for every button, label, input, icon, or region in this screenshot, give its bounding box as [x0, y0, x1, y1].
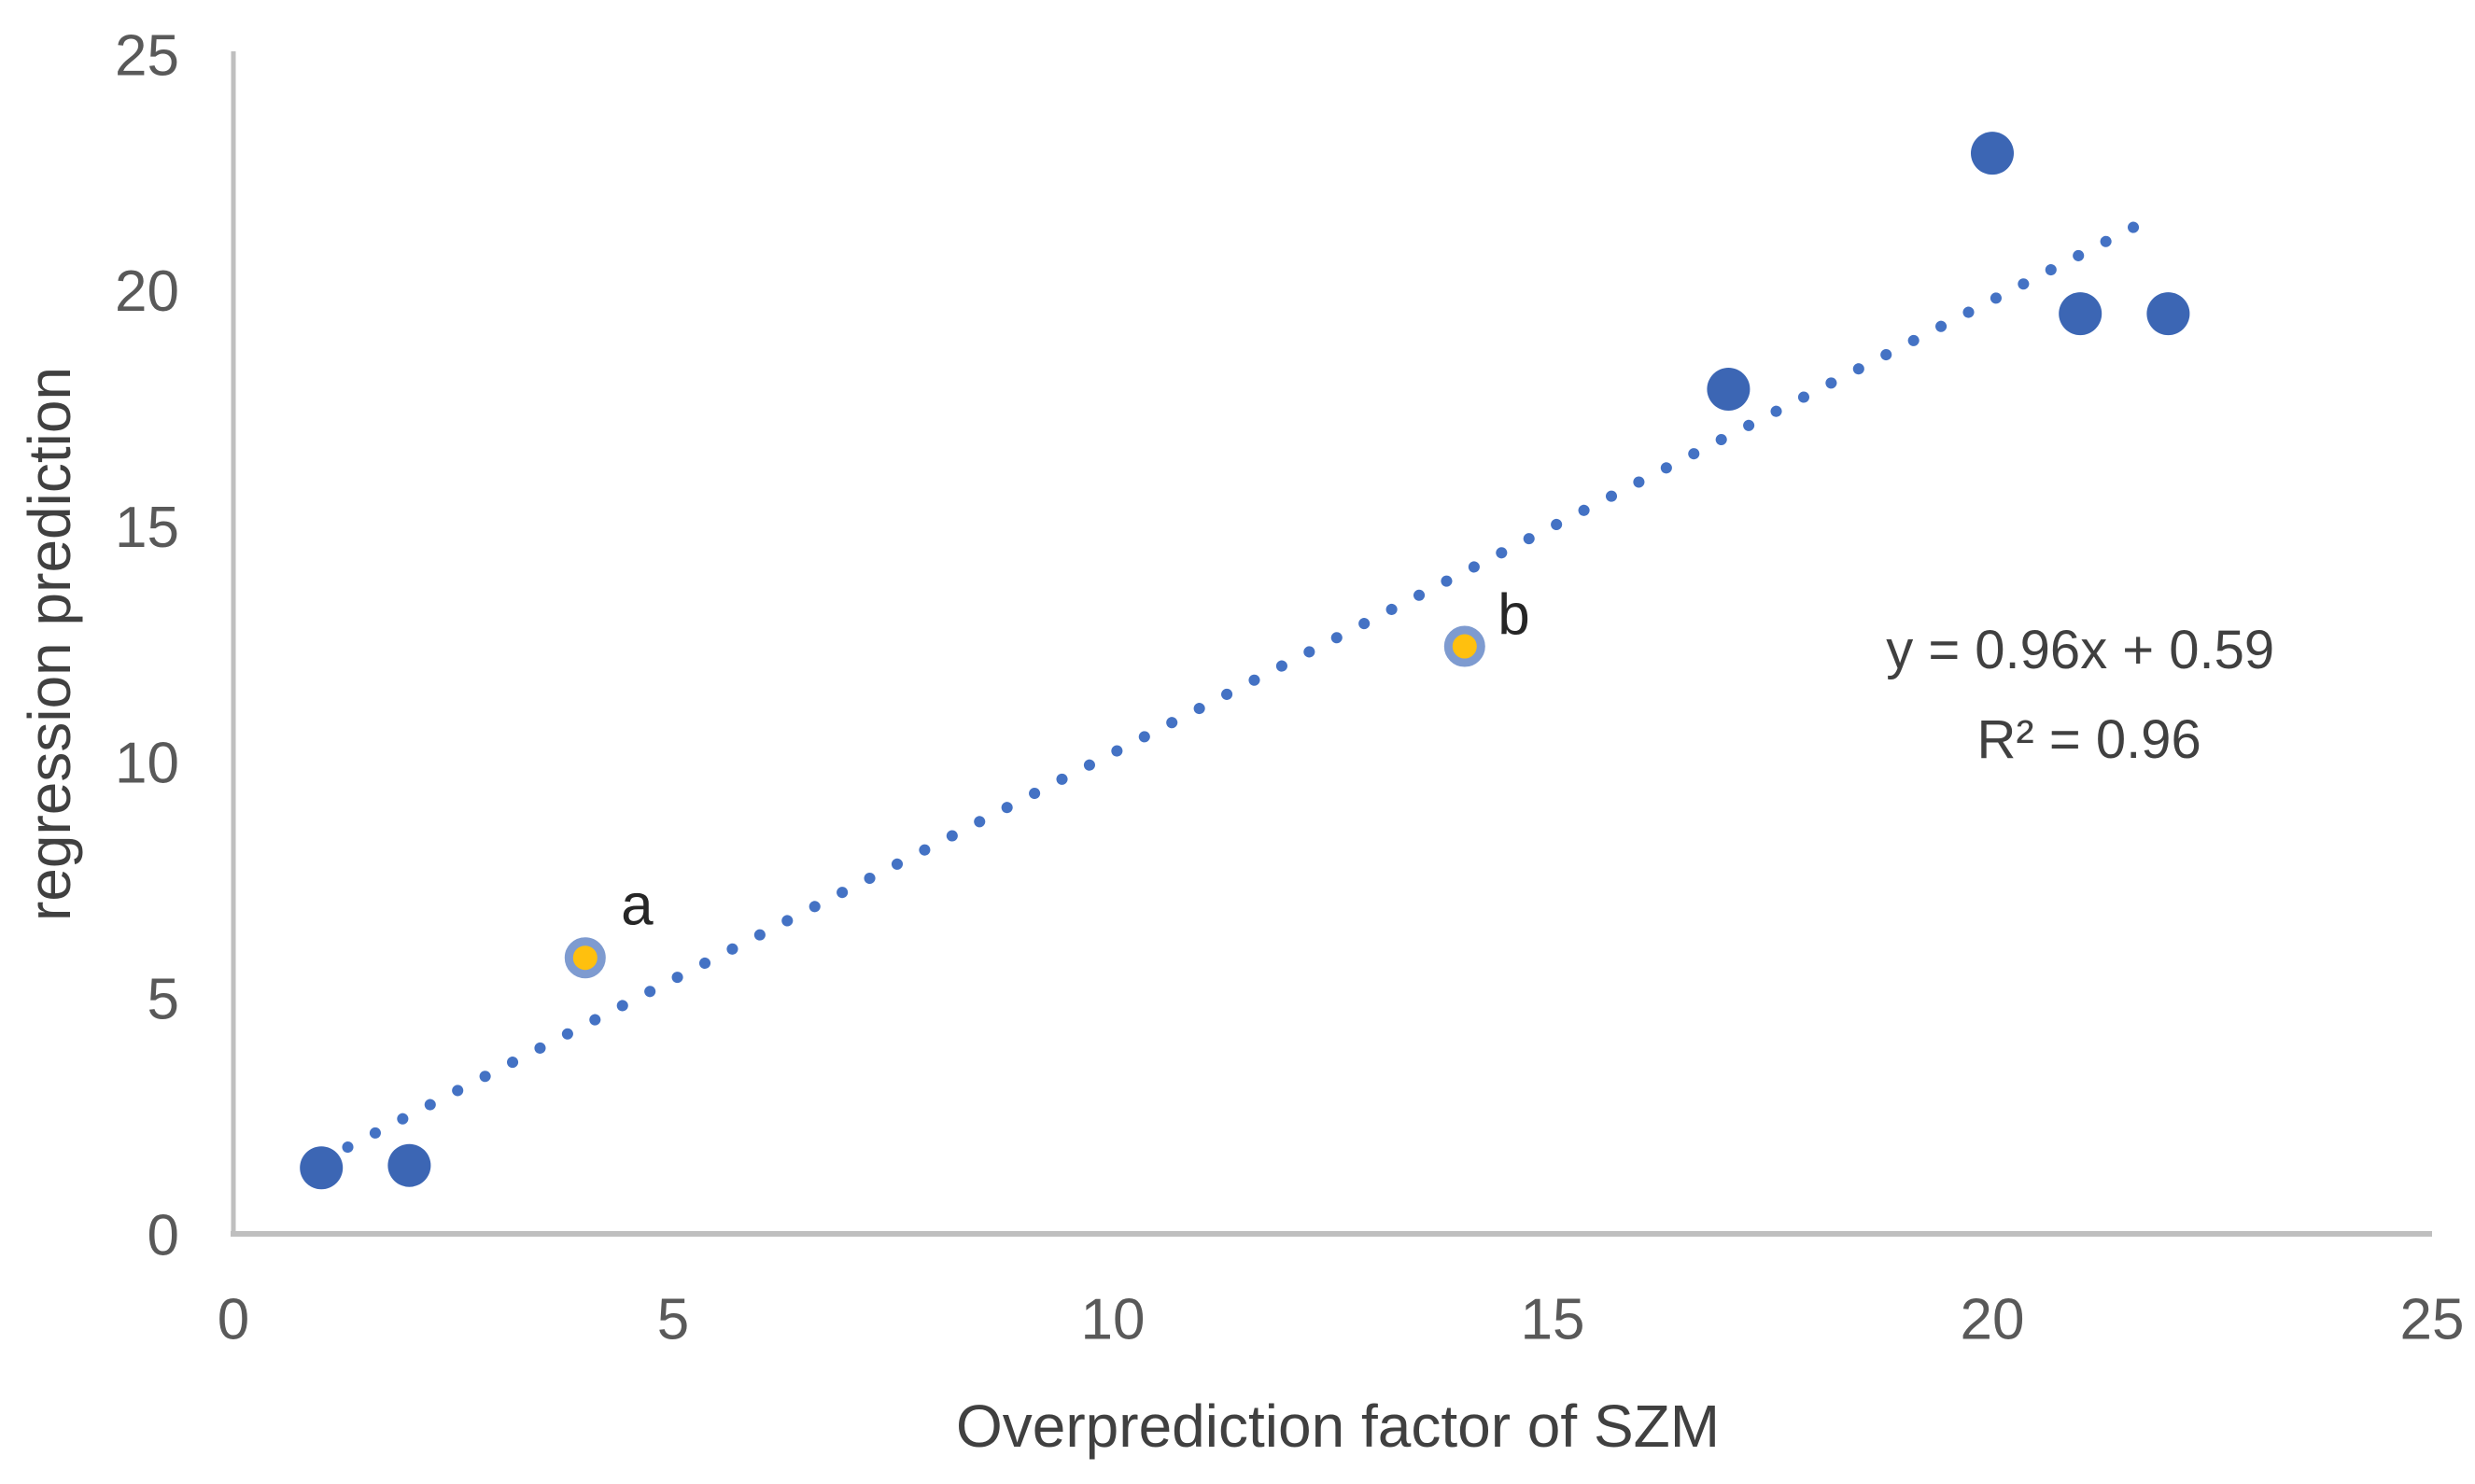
axes-layer: 0 5 10 15 20 25 0 5 10 15 20 25 — [115, 23, 2464, 1351]
y-tick-label: 15 — [115, 496, 179, 560]
x-tick-label: 20 — [1961, 1287, 2025, 1351]
y-tick-label: 10 — [115, 732, 179, 796]
data-point — [2146, 292, 2190, 336]
trendline-equation: R² = 0.96 — [1977, 709, 2201, 770]
trendline-equation: y = 0.96x + 0.59 — [1886, 620, 2274, 680]
data-point — [387, 1143, 431, 1187]
y-tick-label: 5 — [148, 968, 179, 1032]
x-axis-title: Overprediction factor of SZM — [956, 1393, 1720, 1460]
data-point — [1707, 367, 1751, 411]
y-tick-label: 25 — [115, 23, 179, 88]
data-point — [2059, 292, 2102, 336]
points-layer — [300, 132, 2190, 1190]
data-point — [1443, 625, 1485, 667]
annotations-layer: a b y = 0.96x + 0.59 R² = 0.96 — [621, 582, 2274, 937]
x-tick-label: 5 — [657, 1287, 689, 1351]
data-point — [1971, 132, 2014, 175]
x-tick-label: 10 — [1081, 1287, 1146, 1351]
data-point — [300, 1146, 344, 1190]
x-tick-label: 0 — [218, 1287, 249, 1351]
trendline-layer — [342, 208, 2165, 1154]
data-point — [564, 937, 606, 979]
point-label: a — [621, 873, 654, 937]
y-tick-label: 20 — [115, 259, 179, 324]
y-tick-label: 0 — [148, 1203, 179, 1267]
point-label: b — [1498, 582, 1529, 647]
x-tick-label: 25 — [2400, 1287, 2465, 1351]
y-axis-title: regression prediction — [16, 367, 83, 921]
trendline — [342, 208, 2165, 1154]
x-tick-label: 15 — [1521, 1287, 1585, 1351]
